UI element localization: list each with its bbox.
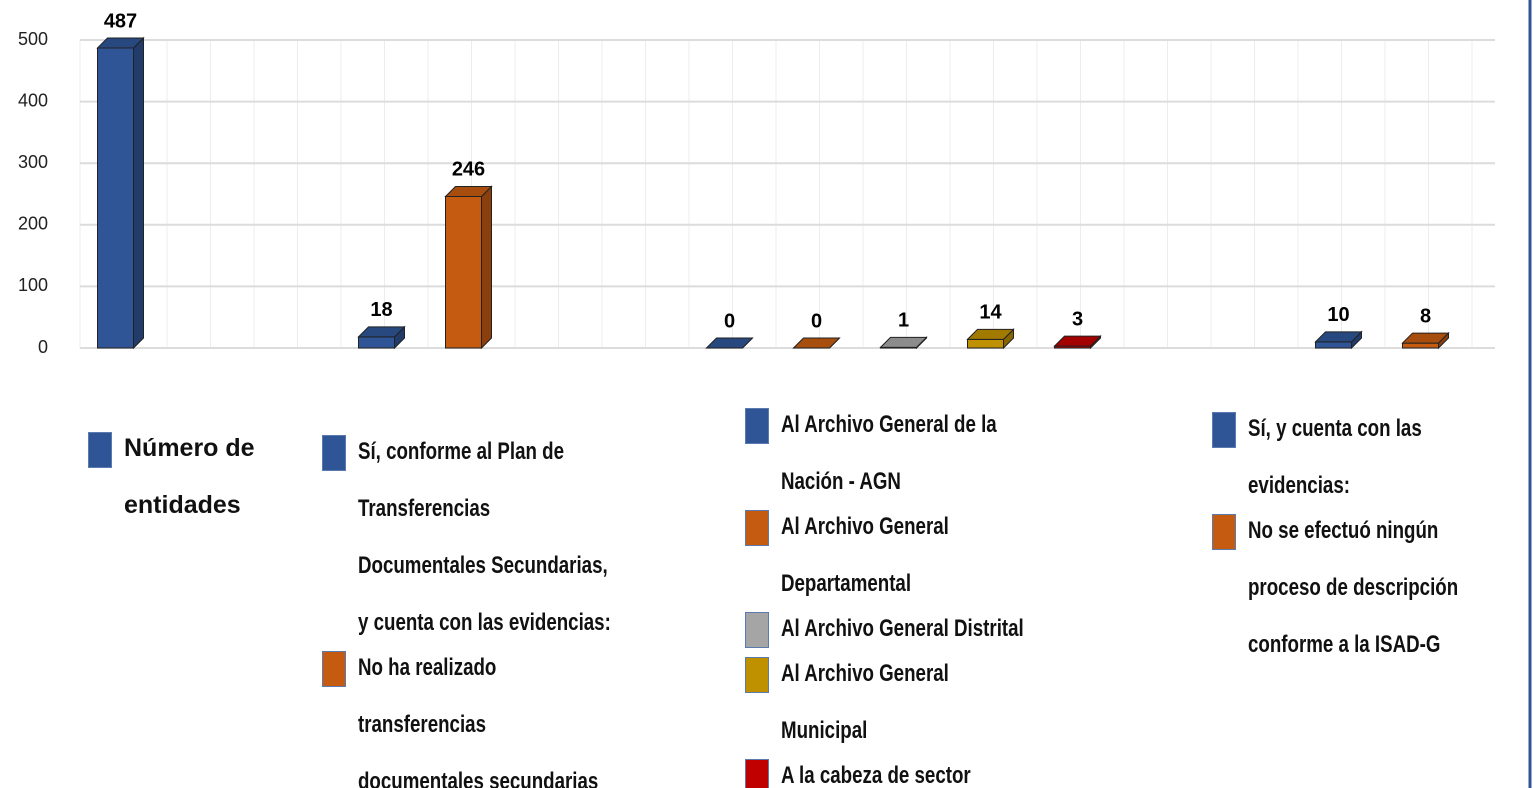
legend-swatch — [745, 759, 769, 788]
legend-item: Al Archivo General Municipal — [745, 657, 1111, 759]
bar — [1053, 334, 1102, 350]
legend-swatch — [745, 657, 769, 693]
legend-label: Al Archivo General Departamental — [781, 513, 949, 597]
legend-item: No ha realizado transferencias documenta… — [322, 651, 688, 788]
y-tick-label: 400 — [18, 90, 48, 110]
legend-swatch — [88, 432, 112, 468]
legend-item: No se efectuó ningún proceso de descripc… — [1212, 514, 1538, 673]
bar — [444, 185, 493, 350]
value-label: 0 — [811, 310, 822, 332]
y-tick-label: 100 — [18, 275, 48, 295]
legend-swatch — [745, 612, 769, 648]
legend-swatch — [1212, 514, 1236, 550]
y-tick-label: 300 — [18, 152, 48, 172]
value-label: 1 — [898, 310, 909, 332]
legend-column: Sí, conforme al Plan de Transferencias D… — [322, 435, 688, 788]
bar — [792, 337, 841, 349]
legend-column: Número de entidades — [88, 432, 284, 534]
legend-label: Al Archivo General Distrital — [781, 615, 1024, 642]
legend-item: Al Archivo General de la Nación - AGN — [745, 408, 1111, 510]
bar — [705, 337, 754, 349]
legend-label: A la cabeza de sector — [781, 762, 971, 788]
legend-swatch — [1212, 412, 1236, 448]
value-label: 3 — [1072, 308, 1083, 330]
legend-item: Al Archivo General Departamental — [745, 510, 1111, 612]
bar — [1314, 330, 1363, 350]
legend-swatch — [322, 651, 346, 687]
legend-label: Al Archivo General de la Nación - AGN — [781, 411, 997, 495]
y-tick-label: 200 — [18, 214, 48, 234]
legend-swatch — [745, 510, 769, 546]
legend-label: Sí, conforme al Plan de Transferencias D… — [358, 438, 611, 636]
bar — [357, 325, 406, 350]
value-label: 14 — [979, 302, 1002, 324]
bar — [96, 36, 145, 350]
legend-swatch — [745, 408, 769, 444]
legend-label: Al Archivo General Municipal — [781, 660, 949, 744]
legend-item: Número de entidades — [88, 432, 284, 534]
legend-item: A la cabeza de sector — [745, 759, 1111, 788]
legend-label: Sí, y cuenta con las evidencias: — [1248, 415, 1422, 499]
y-tick-label: 500 — [18, 29, 48, 49]
legend-column: Al Archivo General de la Nación - AGN Al … — [745, 408, 1111, 788]
legend-label: No ha realizado transferencias documenta… — [358, 654, 599, 788]
value-label: 0 — [724, 310, 735, 332]
legend-swatch — [322, 435, 346, 471]
value-label: 246 — [452, 159, 485, 181]
legend-item: Al Archivo General Distrital — [745, 612, 1111, 657]
legend-label: No se efectuó ningún proceso de descripc… — [1248, 517, 1459, 658]
value-label: 8 — [1420, 305, 1431, 327]
bar — [1401, 331, 1450, 350]
legend-label: Número de entidades — [124, 434, 255, 519]
legend-item: Sí, conforme al Plan de Transferencias D… — [322, 435, 688, 651]
value-label: 18 — [370, 299, 392, 321]
bar — [966, 328, 1015, 350]
value-label: 487 — [104, 10, 137, 32]
legend-column: Sí, y cuenta con las evidencias: No se ef… — [1212, 412, 1538, 673]
value-label: 10 — [1327, 304, 1349, 326]
legend-item: Sí, y cuenta con las evidencias: — [1212, 412, 1538, 514]
bar — [879, 336, 928, 350]
y-tick-label: 0 — [38, 337, 48, 357]
